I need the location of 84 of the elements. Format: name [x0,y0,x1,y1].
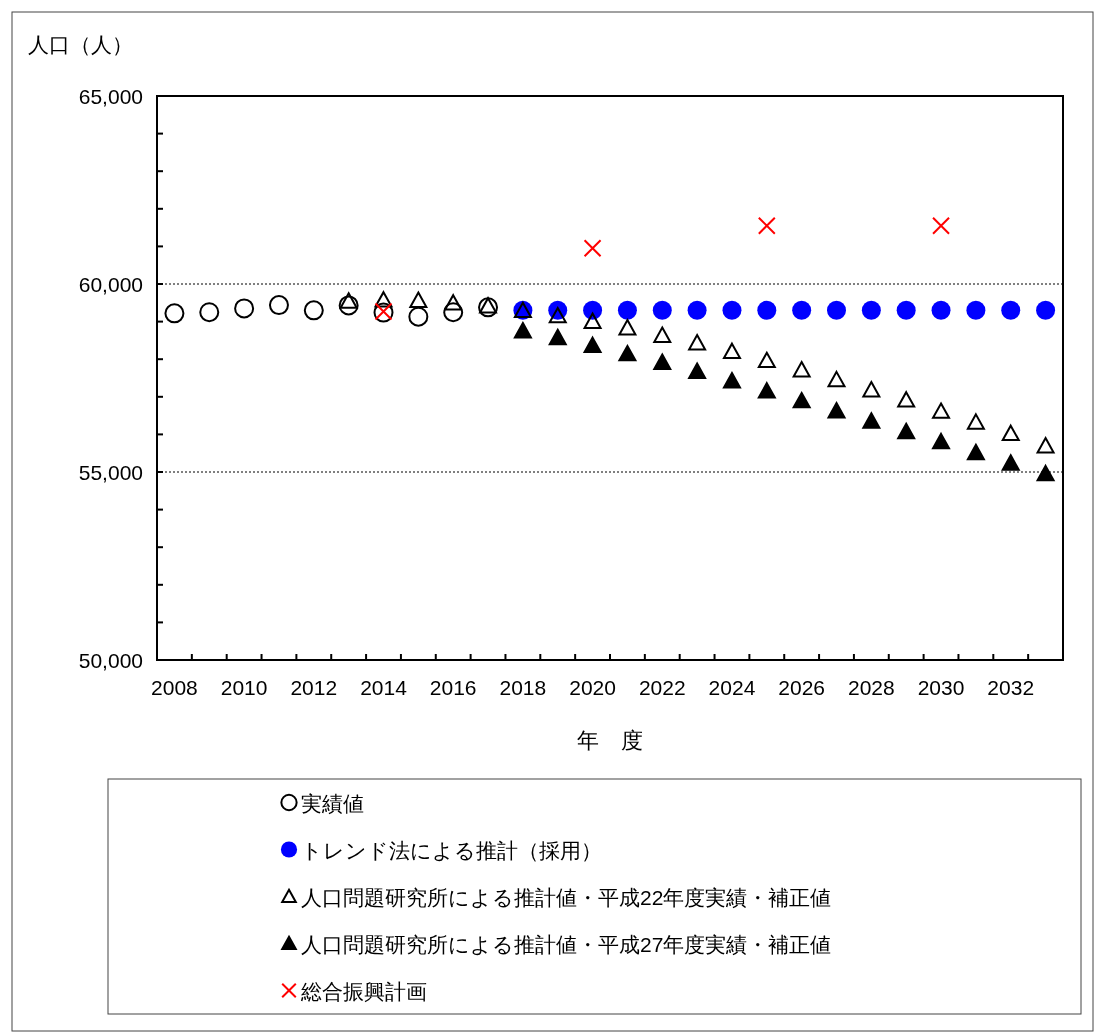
legend-label: 人口問題研究所による推計値・平成22年度実績・補正値 [301,885,832,909]
point [548,328,567,346]
point [653,326,672,343]
point [757,216,776,235]
y-tick-label: 55,000 [78,461,143,484]
point [687,300,707,320]
point [688,334,707,351]
point [757,382,776,399]
point [931,300,951,320]
point [513,322,532,339]
point [1036,464,1055,482]
point [548,306,567,324]
point [1036,437,1055,454]
point [966,300,986,320]
point [932,432,951,450]
point [932,216,951,235]
x-tick-label: 2026 [778,676,826,699]
point [1001,454,1020,471]
point [617,300,637,320]
point [722,342,741,360]
x-tick-label: 2008 [151,676,198,699]
x-tick-label: 2016 [429,676,477,699]
x-tick-label: 2014 [360,676,408,699]
point [966,413,985,430]
y-tick-label: 50,000 [78,649,143,672]
x-tick-label: 2032 [987,676,1035,699]
point [827,370,846,388]
x-tick-label: 2024 [708,676,756,699]
point [583,239,602,258]
point [688,362,707,380]
point [303,300,324,321]
point [652,300,672,320]
legend-label: 実績値 [301,791,364,815]
x-tick-label: 2020 [569,676,616,699]
point [757,300,777,320]
point [374,291,393,308]
x-tick-label: 2010 [220,676,268,699]
point [897,422,916,440]
point [653,353,672,370]
x-tick-label: 2028 [847,676,895,699]
point [443,302,464,323]
x-tick-label: 2018 [499,676,547,699]
point [583,300,603,320]
point [722,300,742,320]
point [408,306,429,327]
point [1001,300,1021,320]
point [618,344,637,362]
legend-label: 人口問題研究所による推計値・平成27年度実績・補正値 [301,932,832,956]
legend-label: 総合振興計画 [300,979,427,1003]
point [792,300,812,320]
point [583,312,602,329]
x-axis-title: 年 度 [577,728,643,753]
point [966,443,985,461]
point [862,412,881,429]
point [339,292,358,309]
point [234,298,255,319]
point [896,300,916,320]
point [861,300,881,320]
point [722,372,741,389]
point [583,336,602,354]
point [757,351,776,369]
point [409,291,428,308]
x-tick-label: 2030 [917,676,965,699]
point [792,391,811,409]
point [199,302,220,323]
point [338,295,359,316]
point [268,295,289,316]
point [827,402,846,419]
legend-label: トレンド法による推計（採用） [301,838,602,862]
y-axis-title: 人口（人） [28,33,133,56]
point [897,391,916,408]
y-tick-label: 65,000 [78,85,143,108]
point [932,402,951,419]
x-tick-label: 2012 [290,676,338,699]
point [792,361,811,378]
point [444,294,463,311]
point [618,318,637,336]
point [164,303,185,324]
y-tick-label: 60,000 [78,273,143,296]
point [1036,300,1056,320]
point [1001,424,1020,442]
point [862,381,881,398]
point [827,300,846,320]
x-tick-label: 2022 [638,676,686,699]
